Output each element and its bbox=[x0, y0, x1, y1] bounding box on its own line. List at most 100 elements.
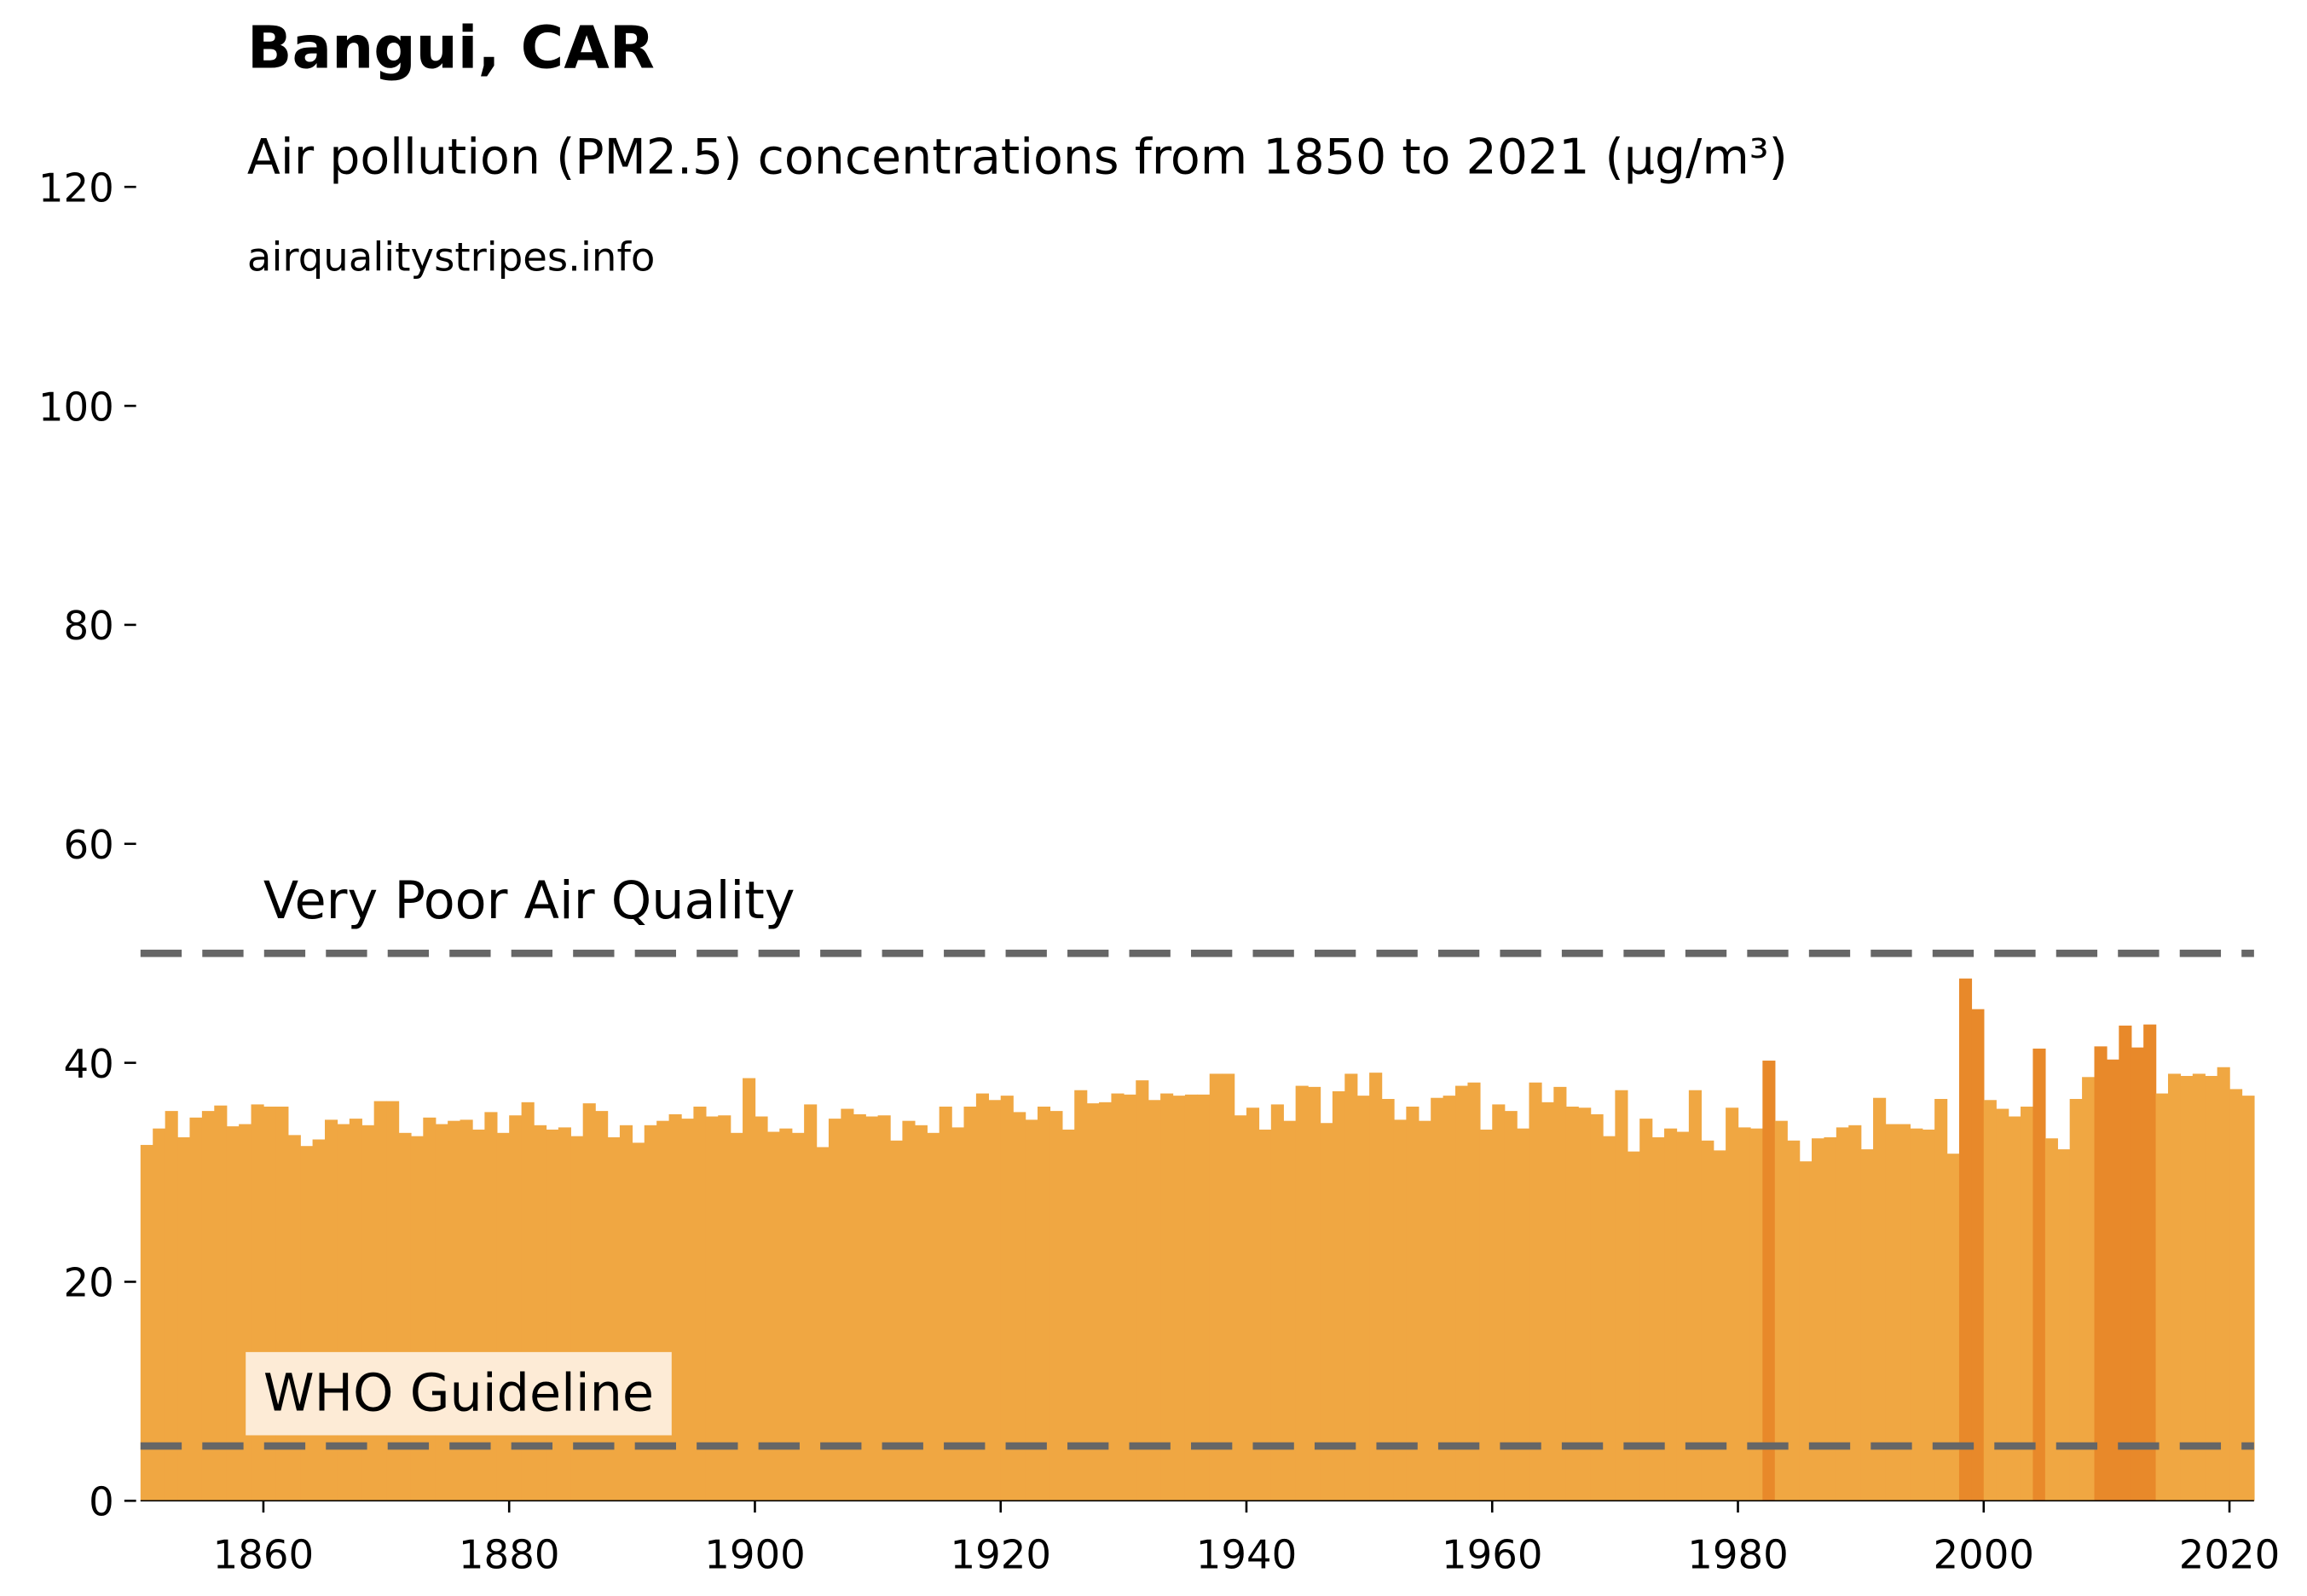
bar bbox=[1824, 1136, 1837, 1501]
bar bbox=[1148, 1100, 1161, 1501]
y-tick-label: 120 bbox=[38, 165, 114, 211]
bar bbox=[1344, 1073, 1358, 1501]
y-tick-label: 60 bbox=[63, 822, 113, 868]
bar bbox=[1295, 1085, 1309, 1501]
bar bbox=[1934, 1098, 1948, 1501]
bar bbox=[1688, 1090, 1702, 1501]
bar bbox=[890, 1140, 904, 1501]
bar bbox=[1025, 1119, 1038, 1501]
y-tick-label: 40 bbox=[63, 1041, 113, 1087]
bar bbox=[693, 1106, 707, 1501]
y-tick-label: 20 bbox=[63, 1260, 113, 1306]
bar bbox=[828, 1119, 842, 1501]
bar bbox=[1258, 1129, 1272, 1501]
bar bbox=[1000, 1096, 1014, 1501]
x-tick-label: 1860 bbox=[213, 1532, 315, 1578]
bar bbox=[1836, 1127, 1849, 1501]
source: airqualitystripes.info bbox=[247, 234, 655, 280]
bar bbox=[2082, 1077, 2096, 1501]
bar bbox=[1418, 1120, 1431, 1501]
bar bbox=[2057, 1149, 2071, 1501]
bar bbox=[1393, 1119, 1408, 1501]
bar bbox=[1602, 1136, 1616, 1501]
bar bbox=[1774, 1120, 1788, 1501]
bar bbox=[2167, 1073, 2182, 1501]
bar bbox=[2217, 1067, 2230, 1501]
bar bbox=[1197, 1094, 1211, 1501]
bar bbox=[1049, 1111, 1063, 1501]
bar bbox=[1946, 1154, 1960, 1501]
bar bbox=[1504, 1111, 1518, 1501]
bar bbox=[251, 1104, 264, 1501]
bar bbox=[2155, 1093, 2169, 1501]
bar bbox=[201, 1111, 215, 1501]
bar bbox=[939, 1106, 952, 1501]
bar bbox=[791, 1132, 805, 1501]
bar bbox=[1627, 1151, 1640, 1501]
bar bbox=[1381, 1098, 1395, 1501]
bar bbox=[214, 1105, 228, 1501]
x-tick-label: 1880 bbox=[459, 1532, 560, 1578]
bar bbox=[877, 1115, 891, 1501]
bar bbox=[189, 1117, 203, 1501]
bar bbox=[755, 1116, 768, 1501]
bar bbox=[177, 1136, 191, 1501]
bar bbox=[2241, 1096, 2255, 1501]
bar bbox=[1897, 1124, 1911, 1501]
bar bbox=[1922, 1129, 1935, 1501]
bar bbox=[2069, 1098, 2083, 1501]
bar bbox=[988, 1100, 1002, 1501]
bar bbox=[1172, 1096, 1186, 1501]
reference-label: Very Poor Air Quality bbox=[263, 871, 795, 931]
x-tick-label: 1960 bbox=[1442, 1532, 1543, 1578]
y-tick-label: 100 bbox=[38, 384, 114, 430]
bar bbox=[1971, 1009, 1985, 1501]
bar bbox=[1996, 1108, 2009, 1501]
bar bbox=[1492, 1104, 1506, 1501]
bar bbox=[1651, 1136, 1665, 1501]
bar bbox=[1713, 1150, 1726, 1501]
bar bbox=[2205, 1076, 2218, 1501]
bar bbox=[2229, 1089, 2243, 1501]
label-box bbox=[246, 1351, 672, 1436]
bar bbox=[1455, 1085, 1469, 1501]
bar bbox=[730, 1132, 743, 1501]
bar bbox=[804, 1104, 818, 1501]
bar bbox=[1578, 1107, 1592, 1501]
bar bbox=[2143, 1024, 2157, 1501]
bar bbox=[743, 1078, 756, 1501]
bar bbox=[312, 1139, 326, 1501]
bar bbox=[1737, 1127, 1751, 1501]
bar bbox=[165, 1111, 178, 1501]
bar bbox=[902, 1120, 916, 1501]
bar bbox=[1431, 1097, 1444, 1501]
bar bbox=[619, 1125, 633, 1501]
bar bbox=[2008, 1116, 2021, 1501]
chart-subtitle: Air pollution (PM2.5) concentrations fro… bbox=[247, 130, 1788, 186]
bar bbox=[2032, 1048, 2046, 1501]
bar bbox=[1885, 1124, 1899, 1501]
bar bbox=[2106, 1059, 2120, 1501]
bar bbox=[680, 1119, 695, 1501]
bar bbox=[1590, 1113, 1604, 1501]
bar bbox=[1369, 1073, 1383, 1501]
bar bbox=[140, 1144, 153, 1501]
bar bbox=[1529, 1082, 1542, 1501]
bar bbox=[1749, 1128, 1764, 1501]
bar bbox=[2180, 1076, 2194, 1501]
bar bbox=[816, 1147, 830, 1501]
bar bbox=[853, 1113, 866, 1501]
bar bbox=[668, 1113, 682, 1501]
bar bbox=[914, 1125, 928, 1501]
bar bbox=[1283, 1120, 1297, 1501]
bar bbox=[2131, 1047, 2144, 1501]
x-tick-label: 2000 bbox=[1934, 1532, 2035, 1578]
x-tick-label: 1900 bbox=[704, 1532, 806, 1578]
reference-label: WHO Guideline bbox=[263, 1364, 654, 1424]
bar bbox=[1123, 1094, 1136, 1501]
bar bbox=[1983, 1100, 1997, 1501]
bar bbox=[1517, 1128, 1530, 1501]
chart-title: Bangui, CAR bbox=[247, 14, 655, 82]
bar bbox=[1246, 1107, 1260, 1501]
bar bbox=[226, 1126, 240, 1501]
